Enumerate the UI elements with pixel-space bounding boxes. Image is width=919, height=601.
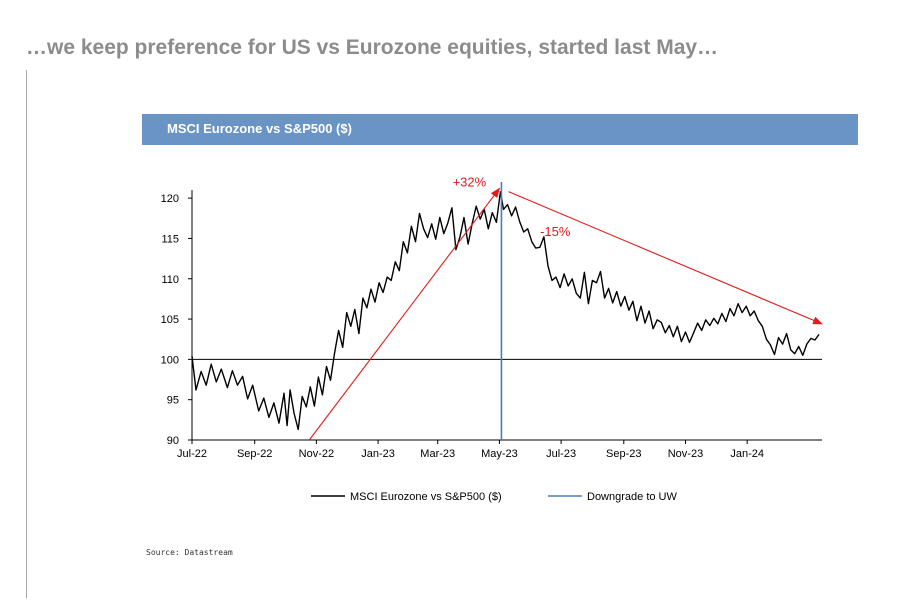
- x-tick-label: Sep-23: [606, 448, 641, 460]
- legend-label-series: MSCI Eurozone vs S&P500 ($): [350, 491, 502, 503]
- source-note: Source: Datastream: [146, 548, 233, 557]
- y-tick-label: 95: [167, 395, 179, 407]
- y-tick-label: 105: [161, 314, 179, 326]
- rise-label: +32%: [453, 174, 487, 189]
- x-tick-label: Mar-23: [420, 448, 455, 460]
- y-tick-label: 115: [161, 233, 179, 245]
- x-tick-label: Nov-22: [299, 448, 334, 460]
- series-line: [191, 191, 820, 431]
- x-tick-label: Jan-24: [730, 448, 764, 460]
- x-tick-label: Sep-22: [237, 448, 272, 460]
- y-tick-label: 100: [161, 354, 179, 366]
- left-divider: [26, 70, 27, 598]
- y-tick-label: 90: [167, 435, 179, 447]
- chart-title-banner: MSCI Eurozone vs S&P500 ($): [142, 114, 858, 145]
- y-tick-label: 120: [161, 193, 179, 205]
- chart-title: MSCI Eurozone vs S&P500 ($): [167, 121, 352, 136]
- rise-arrow: [308, 187, 501, 441]
- x-tick-label: Jul-23: [546, 448, 576, 460]
- fall-arrow: [508, 191, 823, 325]
- fall-label: -15%: [540, 224, 571, 239]
- x-tick-label: Jan-23: [361, 448, 395, 460]
- x-tick-label: Jul-22: [177, 448, 207, 460]
- page-headline: …we keep preference for US vs Eurozone e…: [26, 36, 719, 59]
- x-tick-label: Nov-23: [668, 448, 703, 460]
- legend-label-marker: Downgrade to UW: [587, 491, 677, 503]
- chart-legend: MSCI Eurozone vs S&P500 ($) Downgrade to …: [311, 491, 677, 503]
- y-tick-label: 110: [161, 274, 179, 286]
- chart-axes: 90 95 100 105 110 115 120 Jul-22 Sep-22 Nov-22 Jan…: [161, 190, 822, 460]
- chart-marks: +32% -15%: [191, 174, 823, 441]
- x-tick-label: May-23: [481, 448, 518, 460]
